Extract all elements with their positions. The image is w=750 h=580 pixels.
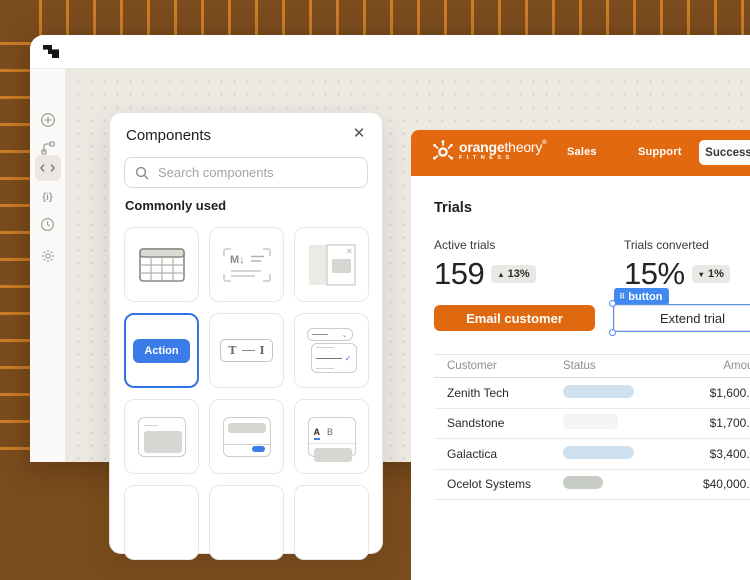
cell-customer: Ocelot Systems [447,477,532,492]
status-pill [563,445,634,459]
stat-active-trials: Active trials 159 ▲ 13% [434,238,536,292]
logo-fitness-text: FITNESS [459,155,514,162]
editor-window: {i} [30,35,750,580]
nav-support[interactable]: Support [638,146,682,158]
component-tile[interactable] [294,485,369,560]
component-tile-modal[interactable]: ✕ [294,227,369,302]
history-icon[interactable] [35,211,61,237]
cell-customer: Sandstone [447,416,505,431]
nav-sales[interactable]: Sales [567,146,597,158]
stat-label: Trials converted [624,238,709,252]
selection-tag[interactable]: ⠿ button [614,288,670,305]
cell-amount: $1,700.00 [709,416,750,431]
components-panel: Components ✕ Commonly used [109,112,383,560]
app-preview: orangetheory® FITNESS Sales Support Succ… [411,130,750,580]
cell-customer: Galactica [447,446,498,461]
drag-handle-icon[interactable]: ⠿ [619,291,626,301]
logo-wordmark: orangetheory® [459,139,547,156]
search-icon [135,166,149,179]
close-icon[interactable]: ✕ [352,125,366,142]
component-tile-markdown[interactable]: M↓ [209,227,284,302]
trials-heading: Trials [434,200,472,216]
nav-success-button[interactable]: Success [699,140,750,165]
selection-outline [613,304,750,332]
action-button-preview: Action [133,338,190,363]
status-pill [563,384,634,398]
stat-value: 15% [624,256,685,291]
component-tile[interactable] [124,485,199,560]
code-icon[interactable] [34,155,61,181]
email-customer-button[interactable]: Email customer [434,305,595,331]
section-title: Commonly used [125,198,227,213]
arrow-down-icon: ▼ [697,269,705,279]
component-tile[interactable] [209,485,284,560]
table-row[interactable]: Zenith Tech $1,600.00 78 [434,378,750,409]
app-header-bar: orangetheory® FITNESS Sales Support Succ… [411,130,750,176]
table-header-row: Customer Status Amount Trial Score [434,355,750,378]
container-icon [137,416,186,457]
variables-icon[interactable]: {i} [42,191,53,203]
trials-table: Customer Status Amount Trial Score Zenit… [434,354,750,500]
component-tile-form[interactable] [209,399,284,474]
table-row[interactable]: Ocelot Systems $40,000.00 62 [434,470,750,500]
stat-value: 159 [434,256,485,291]
status-pill [563,414,618,430]
column-header-amount[interactable]: Amount [723,360,750,372]
panel-title: Components [126,127,212,144]
component-tile-container[interactable] [124,399,199,474]
stat-label: Active trials [434,238,496,252]
column-header-status[interactable]: Status [563,360,596,372]
column-header-customer[interactable]: Customer [447,360,497,372]
search-box[interactable] [124,157,368,188]
orangetheory-splat-icon [433,140,453,160]
add-icon[interactable] [35,107,61,133]
editor-titlebar [30,35,750,69]
table-icon [138,247,185,282]
select-icon: ⌄ ✓ [306,328,357,373]
text-input-icon: T I [220,339,273,362]
cell-amount: $40,000.00 [702,477,750,492]
search-input[interactable] [156,164,357,181]
retool-logo-icon [43,45,59,58]
selected-component-wrapper[interactable]: Extend trial [609,300,750,336]
stat-trials-converted: Trials converted 15% ▼ 1% [624,238,730,292]
form-icon [222,416,271,457]
component-tile-select[interactable]: ⌄ ✓ [294,313,369,388]
component-tile-button[interactable]: Action [124,313,199,388]
cell-amount: $3,400.00 [709,446,750,461]
cell-amount: $1,600.00 [709,385,750,400]
svg-text:M↓: M↓ [230,254,245,266]
extend-trial-button[interactable]: Extend trial [614,305,750,331]
component-tile-text-input[interactable]: T I [209,313,284,388]
settings-gear-icon[interactable] [35,243,61,269]
component-tiles-grid: M↓ ✕ Action [124,227,369,560]
md-glyph: M↓ [230,254,245,266]
left-toolbar: {i} [30,69,66,462]
stat-delta-badge: ▼ 1% [691,265,730,283]
table-row[interactable]: Galactica $3,400.00 87 [434,439,750,470]
resize-handle[interactable] [609,300,616,307]
svg-text:✕: ✕ [346,247,353,256]
table-row[interactable]: Sandstone $1,700.00 56 [434,409,750,439]
resize-handle[interactable] [609,329,616,336]
component-tile-table[interactable] [124,227,199,302]
status-pill [563,476,603,490]
arrow-up-icon: ▲ [497,269,505,279]
cell-customer: Zenith Tech [447,385,509,400]
orangetheory-logo: orangetheory® FITNESS [432,139,547,163]
editor-canvas: orangetheory® FITNESS Sales Support Succ… [66,69,750,580]
workflow-icon[interactable] [35,134,61,160]
modal-icon: ✕ [308,243,356,286]
stat-delta-badge: ▲ 13% [491,265,536,283]
markdown-icon: M↓ [222,247,271,282]
